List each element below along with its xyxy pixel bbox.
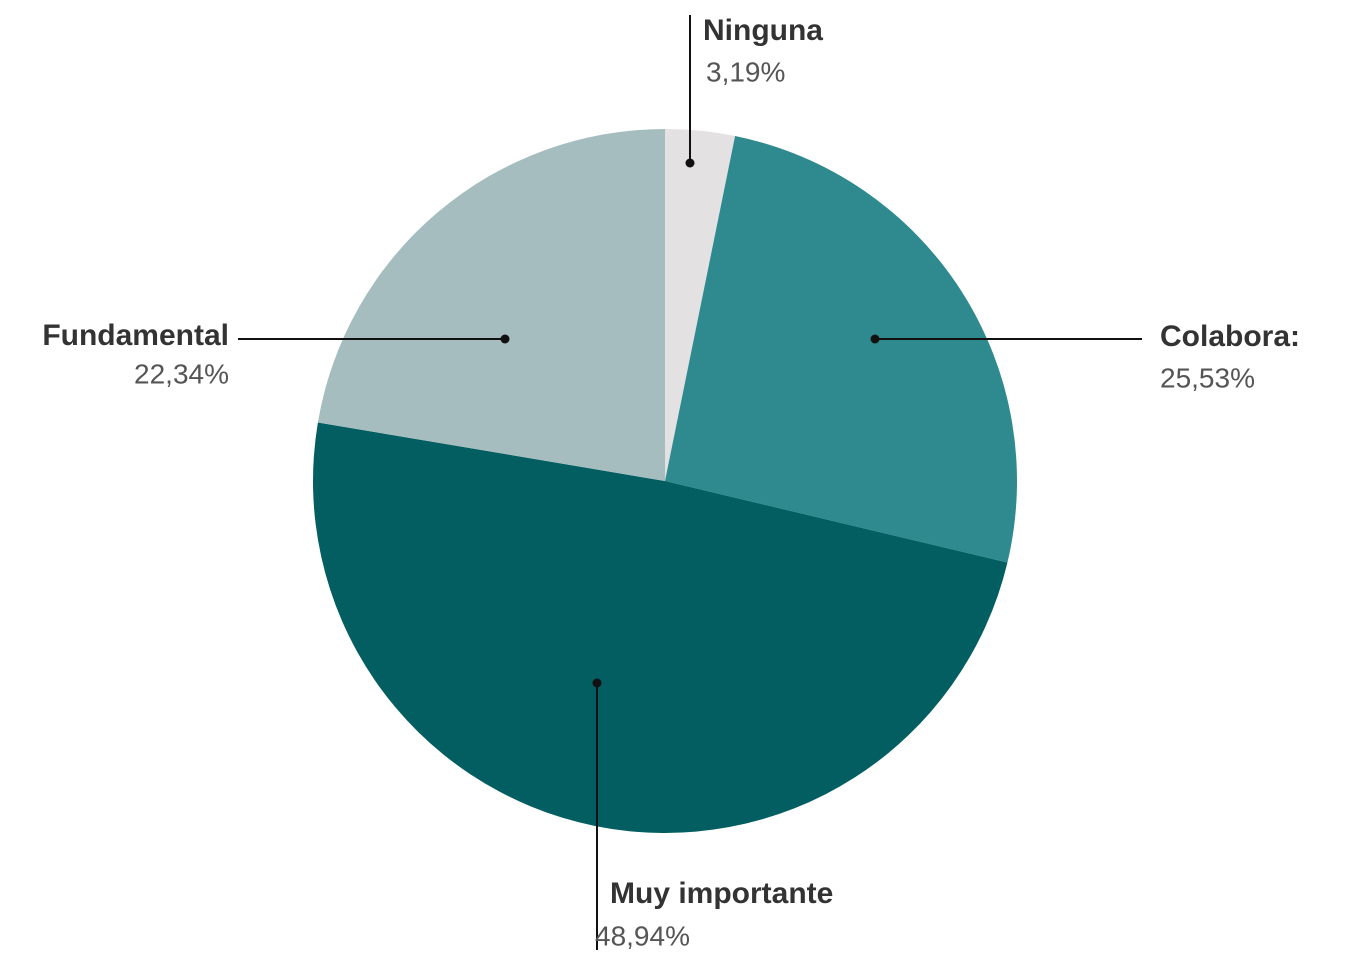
leader-dot bbox=[500, 334, 510, 344]
slice-label: Ninguna bbox=[703, 14, 823, 47]
slice-value: 48,94% bbox=[595, 920, 690, 951]
slice-label: Muy importante bbox=[610, 877, 833, 910]
slice-label: Colabora: bbox=[1160, 320, 1300, 353]
pie-slice bbox=[317, 129, 665, 481]
pie-slice bbox=[665, 136, 1017, 563]
pie-slice bbox=[665, 129, 736, 481]
slice-value: 25,53% bbox=[1160, 362, 1255, 393]
leader-dot bbox=[592, 678, 602, 688]
slice-value: 3,19% bbox=[706, 56, 785, 87]
leader-dot bbox=[870, 334, 880, 344]
leader-dot bbox=[685, 158, 695, 168]
slice-label: Fundamental bbox=[42, 319, 229, 352]
slice-value: 22,34% bbox=[134, 358, 229, 389]
pie-slice bbox=[312, 422, 1008, 834]
